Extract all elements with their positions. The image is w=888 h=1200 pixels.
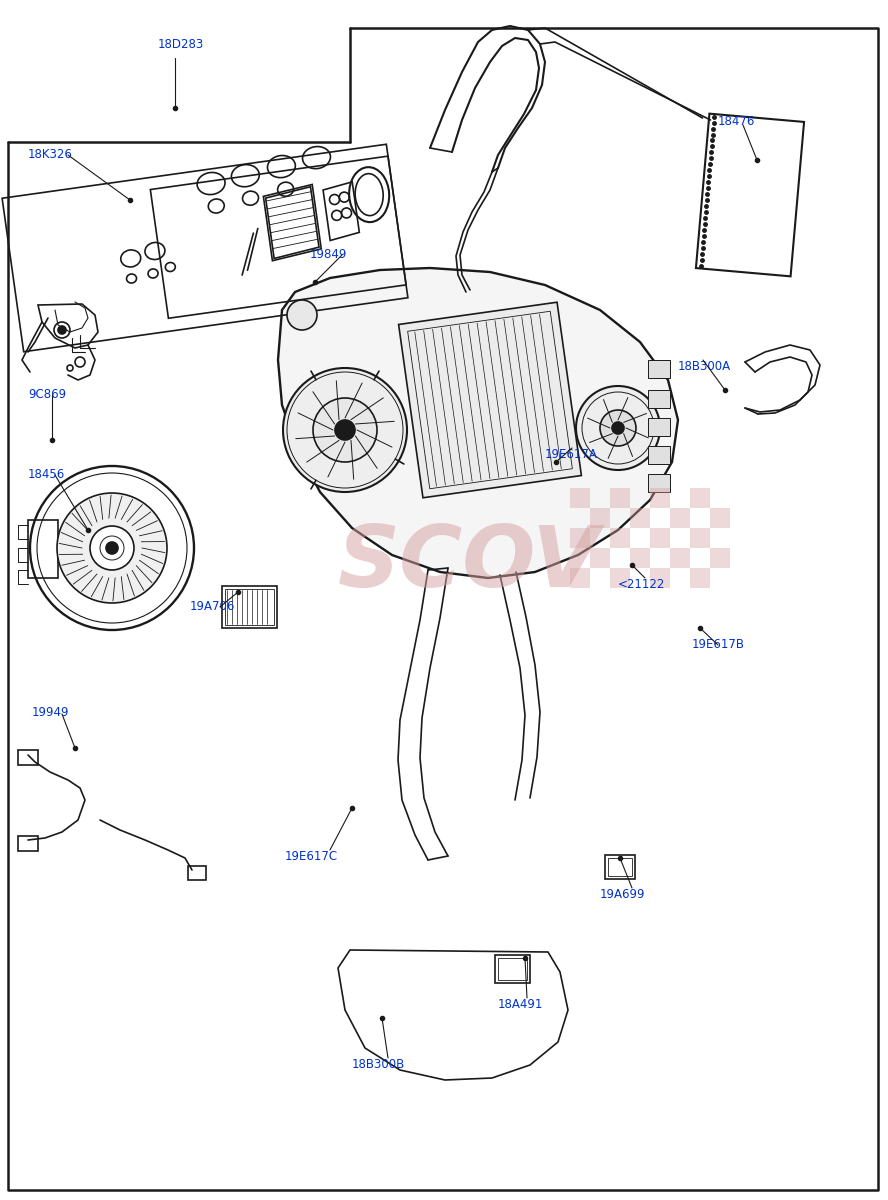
Bar: [399, 302, 582, 498]
Bar: [690, 568, 710, 588]
Bar: [650, 488, 670, 508]
Circle shape: [576, 386, 660, 470]
Polygon shape: [278, 268, 678, 578]
Bar: [648, 390, 670, 408]
Bar: [650, 528, 670, 548]
Bar: [610, 568, 630, 588]
Text: 19849: 19849: [310, 248, 347, 260]
Text: 18B300B: 18B300B: [352, 1058, 405, 1070]
Text: 18K326: 18K326: [28, 148, 73, 161]
Text: 18456: 18456: [28, 468, 65, 481]
Bar: [608, 858, 632, 876]
Text: 18476: 18476: [718, 115, 756, 128]
Bar: [28, 520, 58, 578]
Circle shape: [30, 466, 194, 630]
Text: 19949: 19949: [32, 706, 69, 719]
Bar: [648, 418, 670, 436]
Text: <21122: <21122: [618, 578, 665, 590]
Bar: [605, 854, 635, 878]
Bar: [710, 508, 730, 528]
Bar: [696, 114, 804, 276]
Bar: [2, 144, 408, 352]
Bar: [648, 360, 670, 378]
Circle shape: [612, 422, 624, 434]
Text: 19E617C: 19E617C: [285, 850, 338, 863]
Circle shape: [283, 368, 407, 492]
Bar: [610, 488, 630, 508]
Circle shape: [313, 398, 377, 462]
Text: 9C869: 9C869: [28, 388, 66, 401]
Bar: [690, 528, 710, 548]
Text: 18B300A: 18B300A: [678, 360, 731, 373]
Bar: [590, 548, 610, 568]
Circle shape: [335, 420, 355, 440]
Text: 19E617A: 19E617A: [545, 448, 598, 461]
Bar: [570, 488, 590, 508]
Bar: [590, 508, 610, 528]
Bar: [222, 586, 277, 628]
Bar: [650, 568, 670, 588]
Circle shape: [58, 326, 66, 334]
Bar: [498, 958, 527, 980]
Circle shape: [57, 493, 167, 602]
Circle shape: [90, 526, 134, 570]
Text: 19A706: 19A706: [190, 600, 235, 613]
Bar: [630, 508, 650, 528]
Bar: [570, 568, 590, 588]
Bar: [495, 955, 530, 983]
Bar: [710, 548, 730, 568]
Bar: [18, 750, 38, 766]
Text: SCOV: SCOV: [337, 522, 599, 606]
Circle shape: [106, 542, 118, 554]
Bar: [648, 474, 670, 492]
Bar: [570, 528, 590, 548]
Bar: [648, 446, 670, 464]
Bar: [408, 311, 573, 488]
Bar: [18, 836, 38, 851]
Circle shape: [600, 410, 636, 446]
Circle shape: [287, 300, 317, 330]
Text: 18A491: 18A491: [498, 998, 543, 1010]
Bar: [610, 528, 630, 548]
Bar: [188, 866, 206, 880]
Text: 19E617B: 19E617B: [692, 638, 745, 650]
Bar: [225, 589, 274, 625]
Bar: [670, 508, 690, 528]
Text: 18D283: 18D283: [158, 38, 204, 50]
Bar: [630, 548, 650, 568]
Text: 19A699: 19A699: [600, 888, 646, 901]
Bar: [690, 488, 710, 508]
Bar: [670, 548, 690, 568]
Bar: [150, 156, 406, 318]
